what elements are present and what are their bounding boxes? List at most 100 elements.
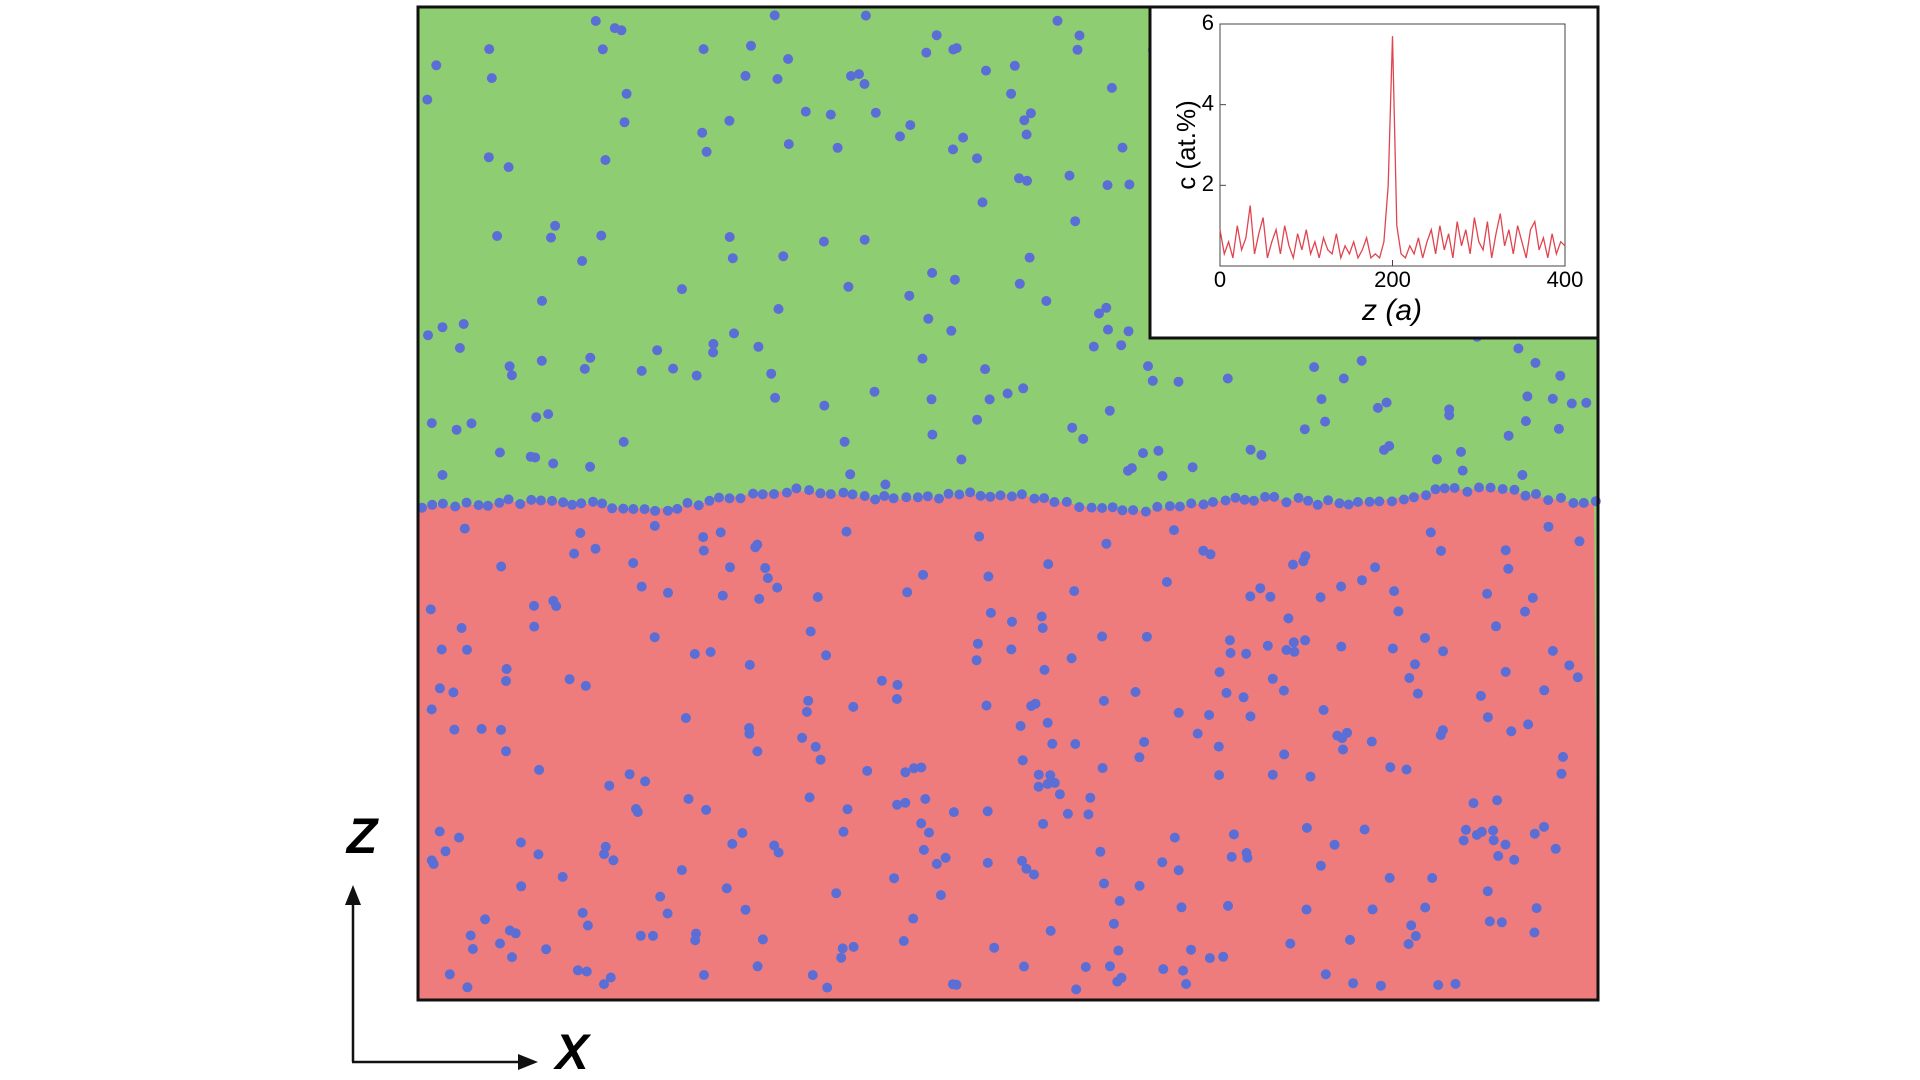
solute-atom [977,197,988,208]
solute-atom [1117,505,1128,516]
solute-atom [1444,404,1455,415]
solute-atom [757,934,768,945]
solute-atom [740,904,751,915]
solute-atom [1241,648,1252,659]
x-tick-label: 0 [1214,267,1226,292]
solute-atom [729,328,739,339]
solute-atom [1387,643,1398,654]
solute-atom [1342,727,1353,738]
solute-atom [989,942,1000,953]
solute-atom [1036,611,1047,622]
solute-atom [1482,886,1493,897]
solute-atom [618,503,629,514]
solute-atom [1496,917,1507,928]
solute-atom [772,74,783,84]
solute-atom [650,505,661,516]
solute-atom [1547,645,1558,656]
solute-atom [1214,667,1225,678]
solute-atom [781,487,792,498]
solute-atom [815,754,826,765]
solute-atom [698,532,709,543]
solute-atom [1412,688,1423,699]
solute-atom [1482,588,1493,599]
solute-atom [715,527,726,538]
solute-atom [662,908,673,919]
solute-atom [744,659,755,670]
solute-atom [1484,916,1495,927]
solute-atom [862,765,873,776]
solute-atom [921,47,932,58]
solute-atom [1288,637,1299,648]
solute-atom [1069,586,1080,597]
solute-atom [1140,506,1151,517]
solute-atom [801,706,812,717]
solute-atom [1520,416,1531,427]
solute-atom [717,590,728,601]
solute-atom [466,418,477,429]
solute-atom [772,582,783,593]
solute-atom [426,418,437,429]
solute-atom [683,794,694,804]
solute-atom [1045,925,1056,936]
solute-atom [1316,394,1327,405]
solute-atom [1187,462,1198,473]
solute-atom [704,495,715,506]
solute-atom [818,236,829,247]
solute-atom [1097,503,1108,513]
solute-atom [444,969,455,980]
solute-atom [746,40,756,51]
solute-atom [473,500,484,511]
solute-atom [701,804,712,815]
z-label: Z [345,808,380,864]
solute-atom [892,679,903,690]
solute-atom [655,891,666,902]
solute-atom [1578,497,1589,508]
solute-atom [536,355,547,366]
solute-atom [1267,769,1278,780]
solute-atom [876,675,887,686]
solute-atom [1370,562,1381,573]
solute-atom [838,487,849,498]
solute-atom [456,623,467,633]
solute-atom [1239,494,1250,505]
solute-atom [597,44,608,55]
solute-atom [1503,563,1514,574]
solute-atom [535,495,546,506]
solute-atom [1143,361,1153,372]
solute-atom [1078,433,1089,444]
solute-atom [1320,416,1331,427]
solute-atom [822,982,833,993]
solute-atom [847,489,858,500]
solute-atom [846,71,856,81]
solute-atom [797,732,808,743]
solute-atom [1556,492,1566,503]
solute-atom [677,284,687,295]
solute-atom [783,139,794,150]
solute-atom [1449,483,1460,493]
solute-atom [1531,489,1541,499]
solute-atom [577,907,588,918]
solute-atom [900,767,911,778]
solute-atom [842,804,853,815]
solute-atom [1224,635,1235,646]
solute-atom [783,54,794,64]
concentration-line [1219,36,1566,261]
solute-atom [1300,551,1311,562]
solute-atom [1038,818,1049,829]
solute-atom [972,153,982,164]
solute-atom [705,647,716,657]
solute-atom [981,700,992,711]
solute-atom [1309,362,1320,373]
solute-atom [1230,492,1241,503]
solute-atom [766,368,777,379]
solute-atom [1205,549,1216,560]
solute-atom [859,79,870,89]
solute-atom [1581,397,1592,408]
solute-atom [951,43,962,54]
solute-atom [1348,978,1359,989]
solute-atom [1299,424,1310,435]
solute-atom [1019,115,1030,126]
solute-atom [1529,828,1540,839]
solute-atom [1260,491,1271,502]
